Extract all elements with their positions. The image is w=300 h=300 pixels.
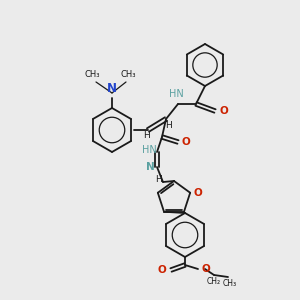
Text: N: N <box>107 82 117 95</box>
Text: O: O <box>219 106 228 116</box>
Text: CH₂: CH₂ <box>207 277 221 286</box>
Text: O: O <box>182 137 191 147</box>
Text: O: O <box>157 265 166 275</box>
Text: N: N <box>146 162 154 172</box>
Text: H: H <box>142 131 149 140</box>
Text: O: O <box>202 264 211 274</box>
Text: HN: HN <box>169 89 183 99</box>
Text: H: H <box>154 175 161 184</box>
Text: CH₃: CH₃ <box>120 70 136 79</box>
Text: HN: HN <box>142 145 156 155</box>
Text: O: O <box>193 188 202 198</box>
Text: H: H <box>166 121 172 130</box>
Text: CH₃: CH₃ <box>223 278 237 287</box>
Text: CH₃: CH₃ <box>84 70 100 79</box>
